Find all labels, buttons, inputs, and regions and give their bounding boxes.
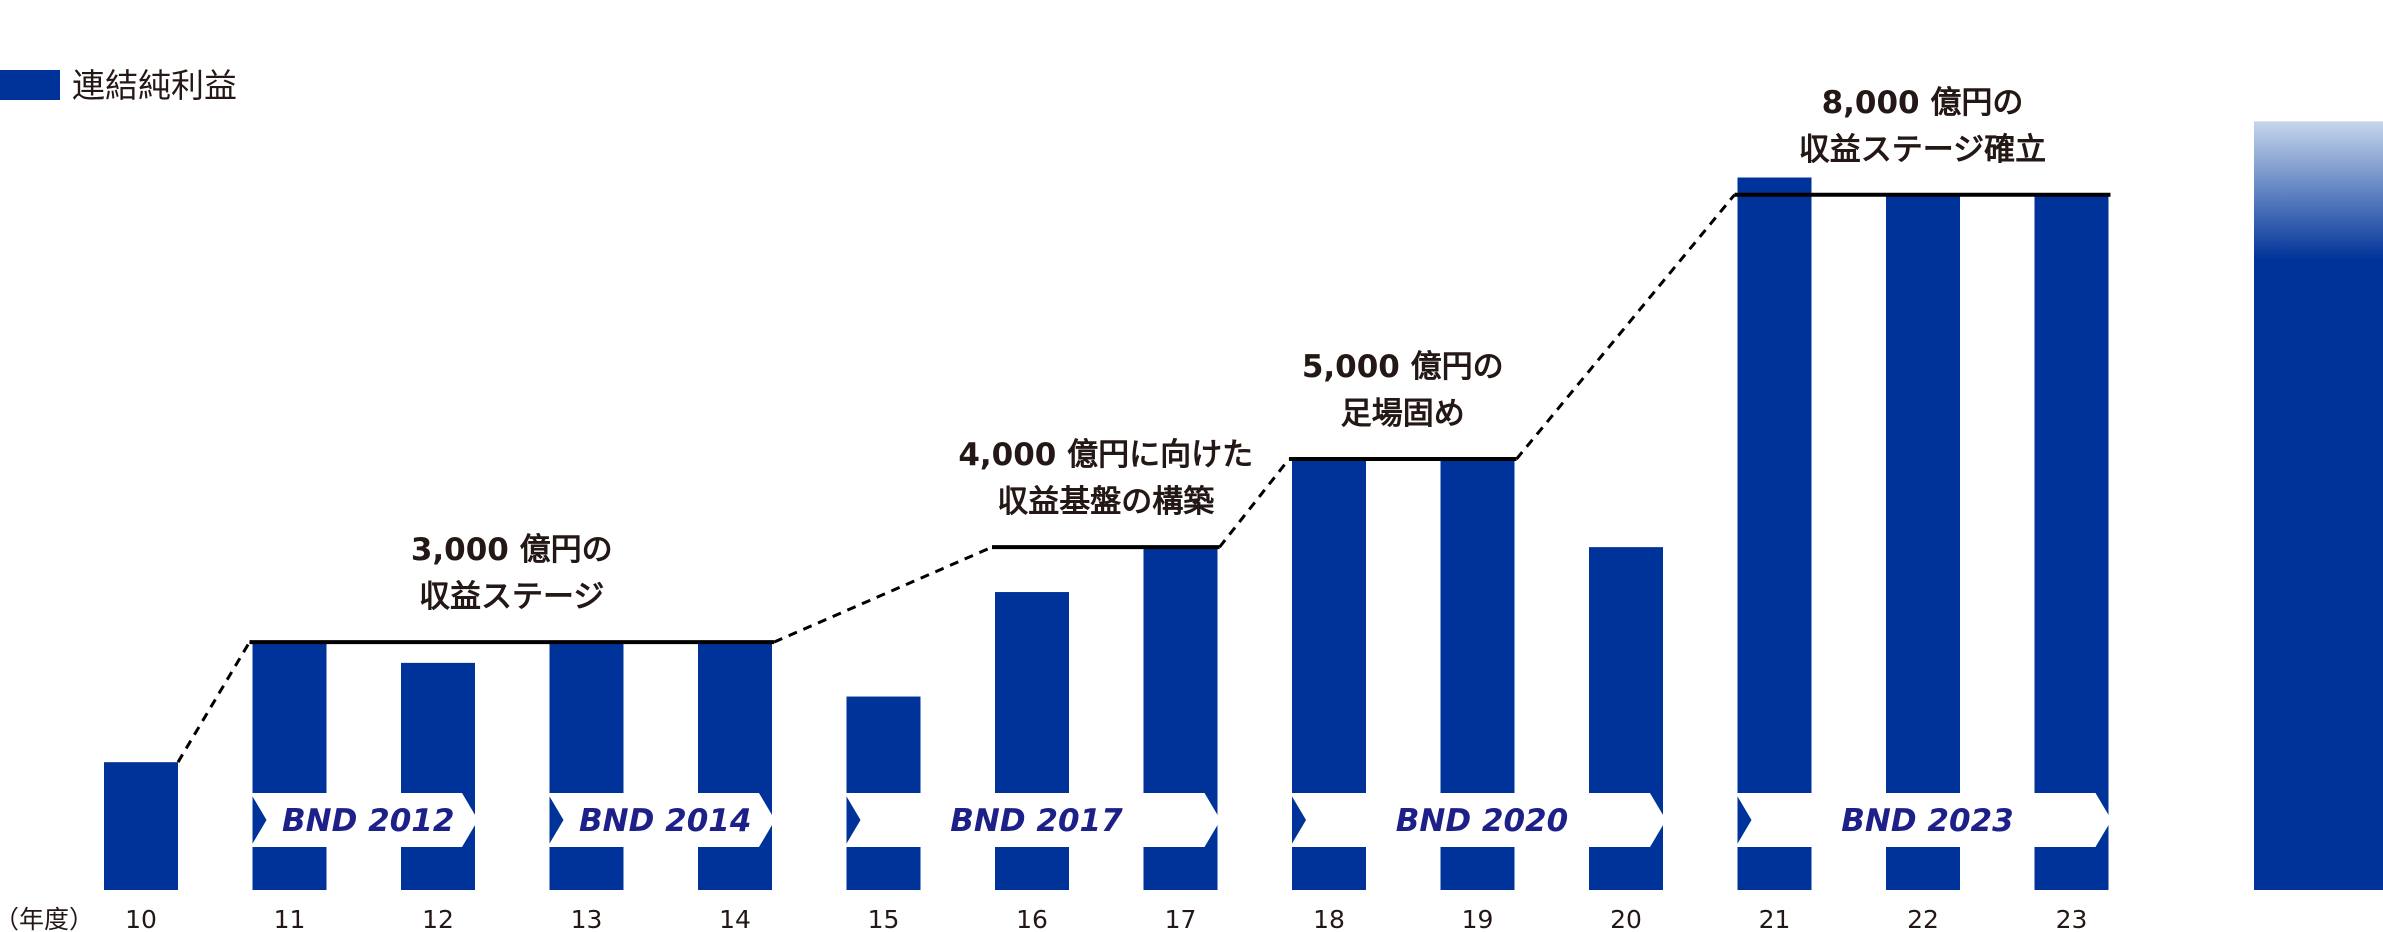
plan-arrow-5 [1735,793,2112,847]
bar-21 [1737,177,1812,890]
legend-swatch [0,70,60,100]
x-tick-10: 10 [125,905,157,932]
plan-arrow-4 [1290,793,1666,847]
future-bar [2254,121,2383,890]
stage-label-3-line2: 足場固め [1341,396,1465,432]
bar-23 [2034,195,2109,891]
x-tick-20: 20 [1610,905,1642,932]
stage-label-3-line1: 5,000 億円の [1302,349,1504,385]
bar-11 [252,642,327,890]
plan-label-4: BND 2020 [1396,803,1568,839]
x-axis-unit-label: （年度） [0,905,94,932]
x-tick-19: 19 [1462,905,1494,932]
stage-label-1-line2: 収益ステージ [419,579,604,615]
plan-arrow-2 [547,793,775,847]
plan-arrow-3 [844,793,1221,847]
bar-12 [401,662,475,890]
x-tick-13: 13 [571,905,603,932]
stage-label-1-line1: 3,000 億円の [411,532,613,568]
plan-arrow-1 [250,793,478,847]
legend: 連結純利益 [0,66,237,105]
bar-13 [549,641,624,890]
x-tick-11: 11 [274,905,306,932]
trend-connectors [176,193,1736,763]
legend-label: 連結純利益 [72,66,237,105]
x-tick-15: 15 [868,905,900,932]
x-tick-22: 22 [1907,905,1939,932]
plan-label-5: BND 2023 [1841,803,2013,839]
bar-14 [698,642,772,890]
x-axis-ticks: （年度） 10 11 12 13 14 15 16 17 18 19 20 21 22 23 [0,905,2087,932]
bar-22 [1886,194,1960,891]
stage-label-4-line1: 8,000 億円の [1822,85,2024,121]
x-tick-14: 14 [719,905,751,932]
stage-label-2-line1: 4,000 億円に向けた [958,437,1253,473]
x-tick-16: 16 [1016,905,1048,932]
bars [104,121,2383,891]
plan-label-2: BND 2014 [579,803,751,839]
stage-label-2-line2: 収益基盤の構築 [997,484,1215,520]
trend-connector-1 [176,641,251,763]
x-tick-12: 12 [422,905,454,932]
x-tick-18: 18 [1313,905,1345,932]
x-tick-17: 17 [1165,905,1197,932]
x-tick-23: 23 [2056,905,2088,932]
plan-label-1: BND 2012 [282,803,454,839]
trend-connector-2 [773,545,993,644]
x-tick-21: 21 [1759,905,1791,932]
plan-label-3: BND 2017 [950,803,1123,839]
trend-connector-3 [1218,458,1291,549]
bar-10 [104,762,178,890]
stage-label-4-line2: 収益ステージ確立 [1799,132,2046,168]
plan-arrows: BND 2012 BND 2014 BND 2017 BND 2020 BND 2023 [250,793,2112,847]
trend-connector-4 [1515,193,1736,460]
stage-lines [249,192,2111,645]
